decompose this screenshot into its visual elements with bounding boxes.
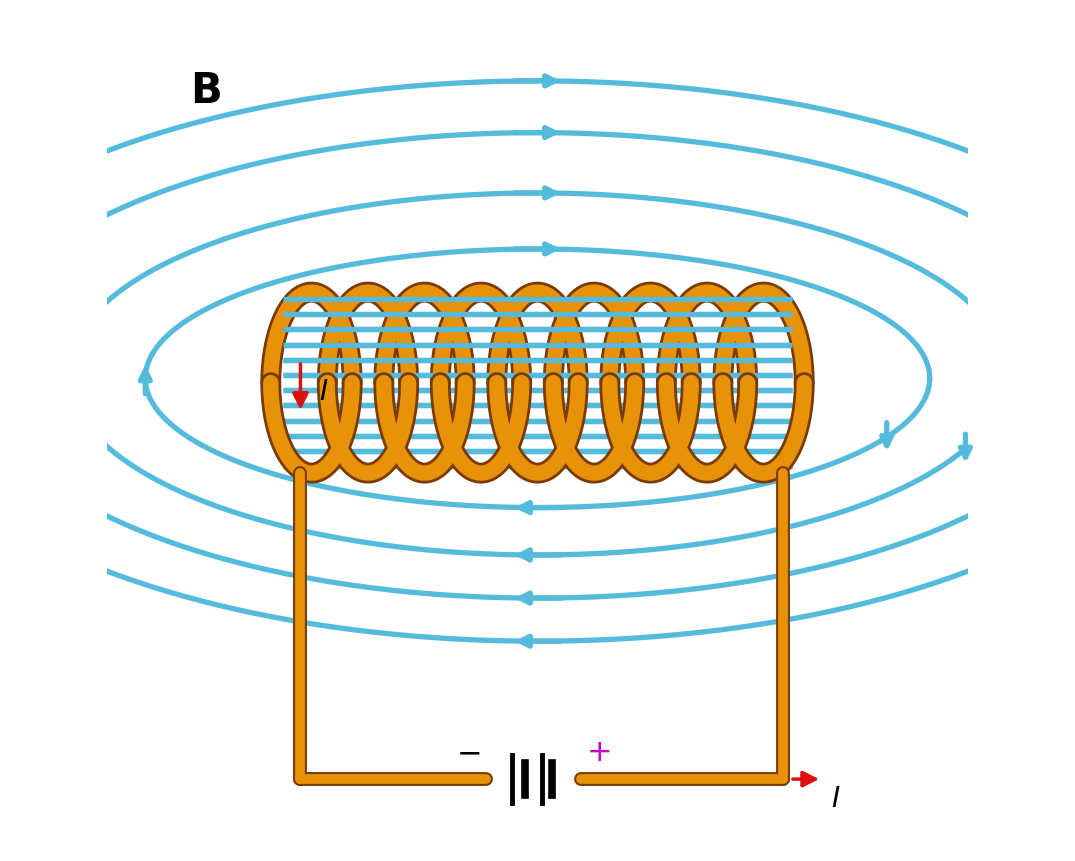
Text: B: B: [190, 70, 221, 111]
Text: $+$: $+$: [586, 737, 610, 766]
Text: $-$: $-$: [457, 737, 481, 766]
Text: $I$: $I$: [319, 378, 329, 406]
Text: $I$: $I$: [831, 784, 840, 812]
